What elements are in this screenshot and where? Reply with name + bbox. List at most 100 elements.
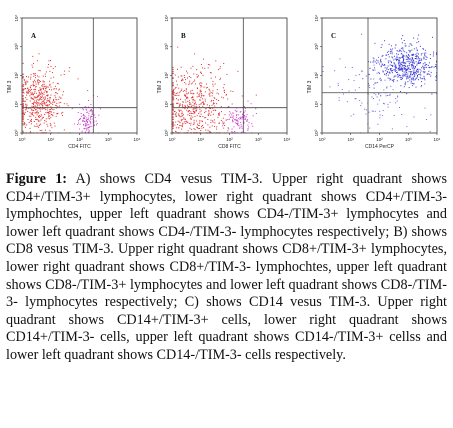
event-dot-c-0 [379,61,381,63]
event-dot-b-0 [196,110,197,112]
event-dot-c-0 [428,62,430,64]
event-dot-b-1 [246,114,248,116]
event-dot-b-0 [210,114,212,116]
event-dot-c-0 [420,59,422,61]
event-dot-b-0 [177,124,179,125]
event-dot-b-1 [246,121,248,122]
event-dot-c-1 [404,72,406,74]
event-dot-c-1 [374,110,376,112]
event-dot-c-0 [394,47,396,49]
event-dot-c-0 [389,68,391,69]
event-dot-c-1 [383,102,384,104]
event-dot-b-0 [172,112,174,114]
x-tick-label: 10⁰ [319,137,326,142]
event-dot-b-0 [182,101,184,103]
event-dot-b-0 [181,124,183,126]
event-dot-c-0 [387,62,389,64]
event-dot-c-0 [411,54,413,56]
event-dot-a-1 [90,104,92,105]
event-dot-c-0 [395,66,397,68]
event-dot-b-0 [241,95,243,97]
event-dot-b-0 [213,103,215,105]
event-dot-a-1 [80,113,82,114]
event-dot-b-0 [185,89,187,91]
event-dot-a-0 [44,73,46,75]
event-dot-b-0 [177,46,179,48]
event-dot-c-1 [396,100,398,102]
event-dot-c-1 [389,93,391,95]
event-dot-c-1 [386,87,388,89]
event-dot-b-0 [198,106,200,108]
event-dot-c-1 [378,93,379,95]
event-dot-c-1 [379,110,381,112]
event-dot-a-0 [58,102,60,104]
event-dot-b-0 [199,111,201,113]
event-dot-b-0 [207,64,209,65]
event-dot-a-0 [52,101,54,103]
event-dot-a-0 [26,90,28,92]
event-dot-c-1 [430,114,432,116]
event-dot-b-1 [242,116,243,118]
event-dot-a-0 [35,77,36,79]
event-dot-c-0 [402,67,403,69]
event-dot-a-0 [45,91,47,92]
event-dot-b-0 [172,93,174,95]
event-dot-c-0 [400,91,402,92]
event-dot-c-0 [390,45,392,47]
event-dot-b-0 [200,71,202,73]
event-dot-a-0 [42,87,44,89]
event-dot-c-0 [386,54,388,56]
y-tick-label: 10⁴ [14,14,19,21]
event-dot-c-0 [430,75,432,77]
event-dot-c-0 [385,58,387,60]
event-dot-b-0 [230,90,232,92]
event-dot-c-0 [419,74,421,75]
event-dot-b-1 [227,130,229,132]
x-tick-label: 10³ [405,137,412,142]
event-dot-b-0 [204,100,206,102]
event-dot-c-0 [403,58,404,60]
event-dot-c-1 [372,98,374,99]
x-tick-label: 10³ [105,137,112,142]
event-dot-c-0 [407,57,409,59]
event-dot-a-0 [38,115,40,117]
event-dot-b-1 [251,123,253,125]
event-dot-b-0 [222,117,224,119]
event-dot-a-0 [42,85,44,87]
event-dot-b-0 [203,58,204,60]
event-dot-c-0 [423,52,425,54]
event-dot-c-1 [396,50,398,51]
event-dot-a-0 [41,104,43,106]
event-dot-b-0 [204,67,206,69]
event-dot-a-0 [37,104,39,106]
event-dot-a-0 [62,111,64,113]
event-dot-b-0 [207,67,209,69]
event-dot-b-0 [173,88,175,90]
event-dot-b-0 [182,105,184,107]
event-dot-b-0 [194,100,196,102]
event-dot-b-0 [200,110,202,112]
event-dot-c-1 [424,83,426,85]
event-dot-c-0 [423,72,425,74]
event-dot-b-0 [172,85,174,87]
event-dot-c-1 [322,71,324,72]
event-dot-c-0 [413,54,415,56]
event-dot-b-0 [223,84,225,86]
event-dot-b-0 [201,64,202,65]
event-dot-a-0 [25,84,27,86]
event-dot-c-1 [369,87,371,89]
event-dot-b-0 [219,68,221,70]
event-dot-c-0 [429,54,431,56]
event-dot-a-0 [22,86,24,87]
event-dot-c-1 [338,99,340,101]
figure-caption-text: A) shows CD4 vesus TIM-3. Upper right qu… [6,171,448,363]
event-dot-c-0 [410,82,412,84]
event-dot-b-0 [202,125,204,126]
event-dot-c-0 [399,68,401,70]
event-dot-c-0 [396,55,398,57]
event-dot-a-0 [35,108,37,110]
event-dot-b-0 [192,65,194,67]
event-dot-c-0 [403,74,405,76]
event-dot-b-1 [230,112,232,114]
event-dot-a-0 [25,126,26,128]
